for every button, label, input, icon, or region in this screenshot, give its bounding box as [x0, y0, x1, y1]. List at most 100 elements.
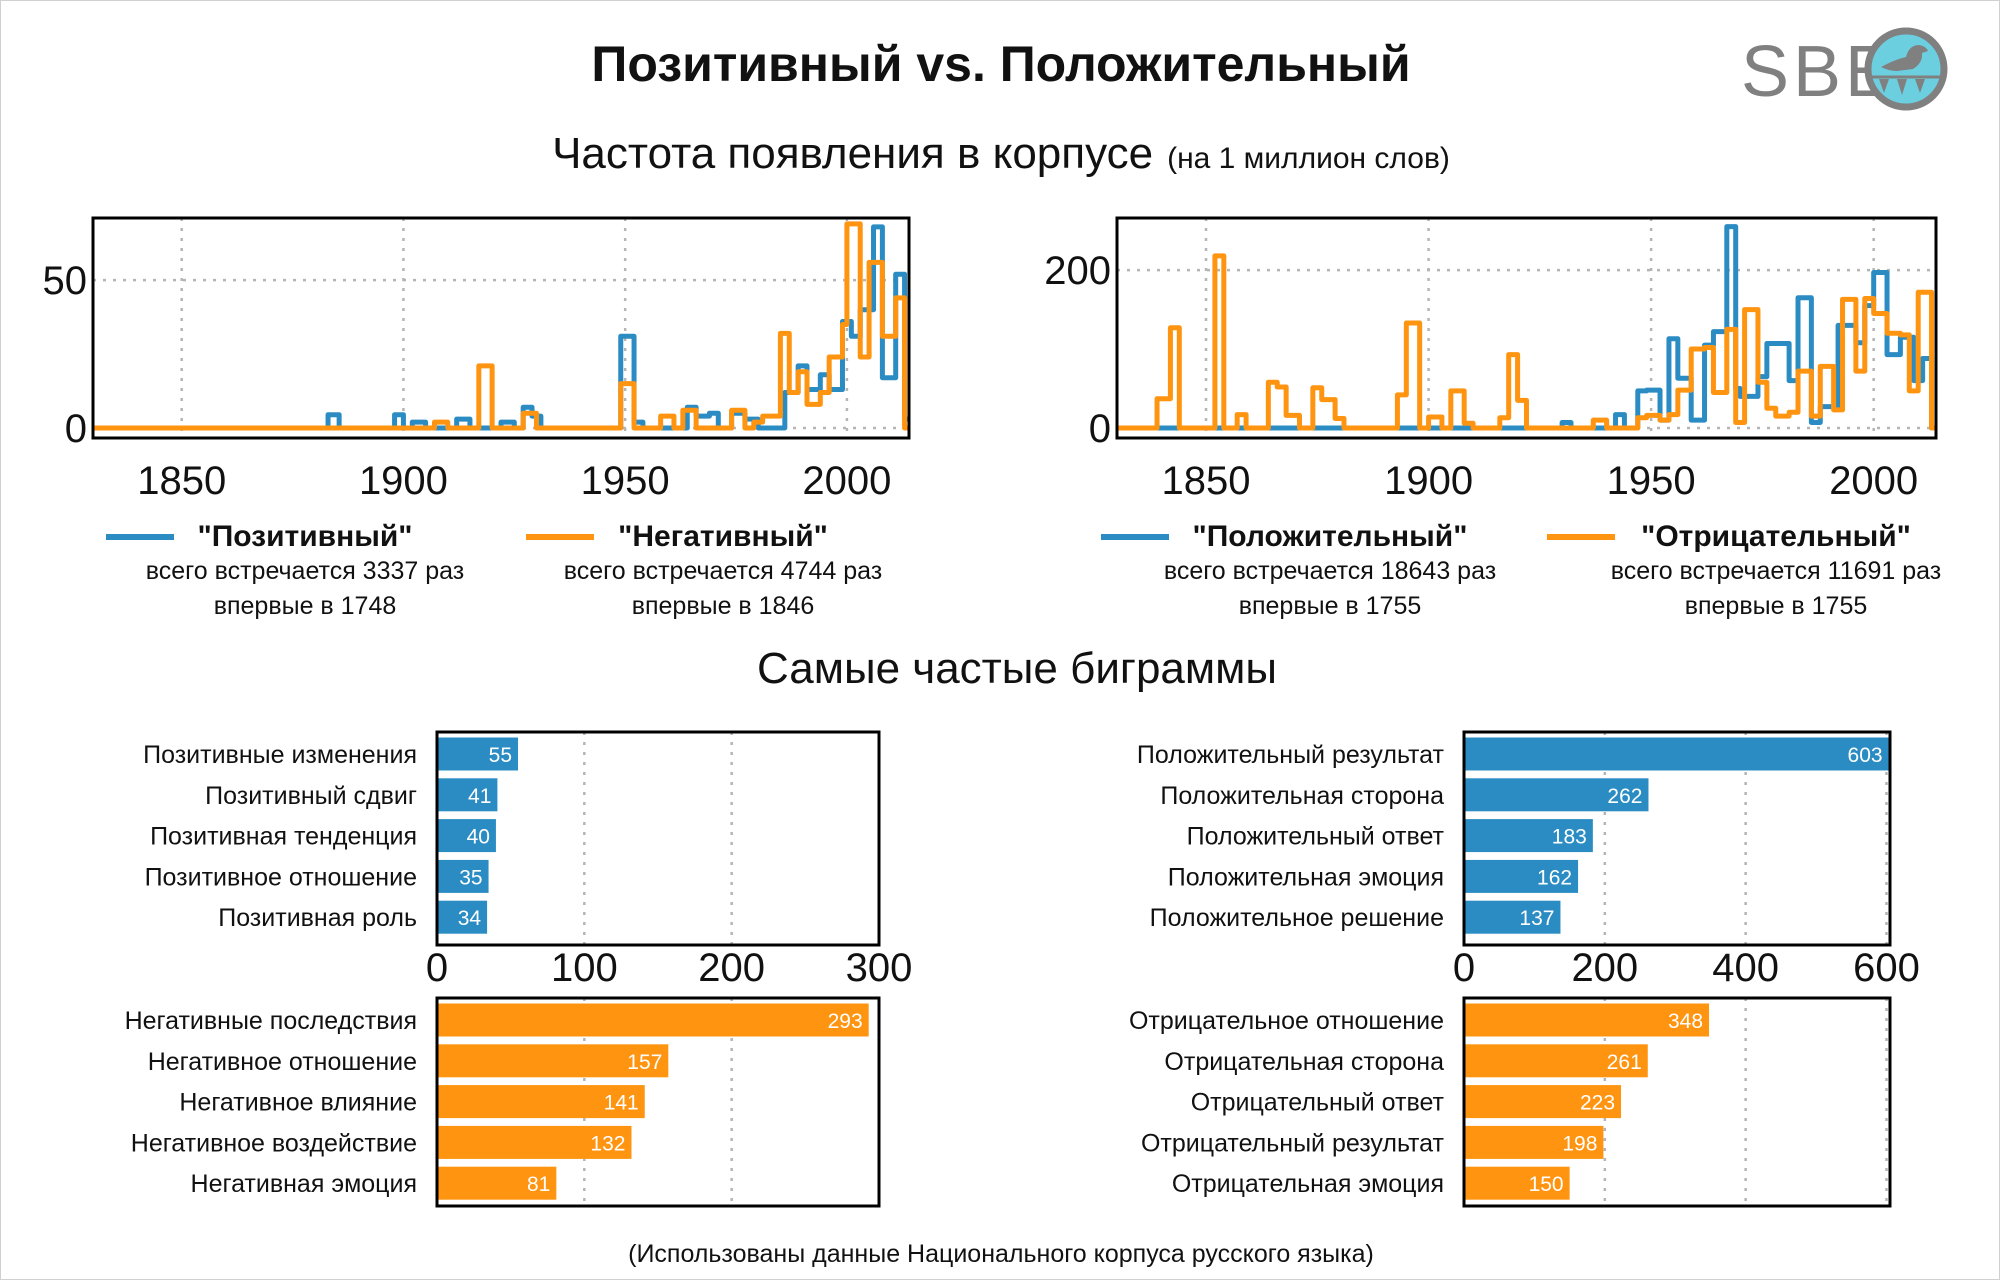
bar-value-label: 183	[1552, 826, 1587, 849]
sbe-logo: SBE	[1741, 27, 1948, 112]
bar-chart-positive-bigrams: 0 100 200 300 55 Позитивные изменения 41 Позити…	[143, 730, 913, 990]
x-tick-label: 1950	[1607, 459, 1696, 503]
bar-category-label: Отрицательная сторона	[1164, 1048, 1444, 1076]
x-tick-label: 200	[698, 946, 765, 990]
bar-chart-negative-bigrams: 293 Негативные последствия 157 Негативное о…	[125, 996, 881, 1208]
plot-frame	[1115, 216, 1938, 440]
frequency-section-title: Частота появления в корпусе (на 1 миллион…	[552, 129, 1450, 178]
bar-chart-polozhitelny-bigrams: 0 200 400 600 603 Положительный результат 262 П…	[1137, 730, 1920, 990]
bar-category-label: Положительный результат	[1137, 741, 1445, 769]
bar-chart-otritsatelny-bigrams: 348 Отрицательное отношение 261 Отрицательн…	[1129, 996, 1892, 1208]
legend-first-year: впервые в 1748	[214, 592, 397, 620]
bar	[1464, 1085, 1622, 1119]
plot-frame	[1462, 996, 1892, 1208]
x-tick-label: 1900	[1384, 459, 1473, 503]
bar-value-label: 157	[627, 1051, 662, 1074]
x-tick-label: 2000	[1829, 459, 1918, 503]
bar-value-label: 162	[1537, 866, 1572, 889]
bar	[437, 1125, 632, 1159]
x-tick-label: 1850	[137, 459, 226, 503]
bar-category-label: Положительный ответ	[1187, 823, 1445, 851]
legend-first-year: впервые в 1846	[632, 592, 815, 620]
bar-category-label: Негативное воздействие	[131, 1129, 417, 1157]
bar-category-label: Негативное отношение	[148, 1048, 417, 1076]
bar-category-label: Отрицательная эмоция	[1172, 1170, 1444, 1198]
x-tick-label: 0	[1453, 946, 1475, 990]
bar-category-label: Положительная сторона	[1160, 782, 1444, 810]
bar	[437, 1085, 645, 1119]
bar-category-label: Позитивная роль	[218, 904, 417, 932]
bar-category-label: Отрицательный результат	[1141, 1129, 1445, 1157]
series-line-orange	[93, 221, 909, 431]
bar-category-label: Положительная эмоция	[1168, 863, 1444, 891]
x-tick-label: 1950	[581, 459, 670, 503]
legend-series-name: "Отрицательный"	[1641, 520, 1911, 553]
bar-value-label: 223	[1580, 1092, 1615, 1115]
bar-value-label: 198	[1562, 1132, 1597, 1155]
bar-value-label: 81	[527, 1173, 550, 1196]
legend-total-count: всего встречается 3337 раз	[146, 557, 464, 585]
x-tick-label: 1900	[359, 459, 448, 503]
bar	[437, 737, 519, 771]
x-tick-label: 100	[551, 946, 618, 990]
bar	[1464, 819, 1593, 853]
legend-first-year: впервые в 1755	[1239, 592, 1422, 620]
bar	[437, 1003, 869, 1037]
legend-series-name: "Положительный"	[1193, 520, 1468, 553]
bar-value-label: 41	[468, 785, 491, 808]
bar-value-label: 603	[1848, 744, 1883, 767]
bar	[1464, 900, 1561, 934]
legend-first-year: впервые в 1755	[1685, 592, 1868, 620]
x-tick-label: 2000	[802, 459, 891, 503]
bar-category-label: Позитивные изменения	[143, 741, 417, 769]
bar	[1464, 859, 1579, 893]
x-tick-label: 600	[1853, 946, 1920, 990]
plot-frame	[91, 216, 911, 440]
bar-value-label: 34	[458, 907, 482, 930]
bar-category-label: Позитивный сдвиг	[205, 782, 417, 810]
line-chart-polozhitelny-otritsatelny: 1850 1900 1950 2000 0 200 "Положительный" всего…	[1044, 216, 1941, 620]
legend-item: "Позитивный" всего встречается 3337 раз вп…	[106, 520, 464, 620]
bar	[437, 778, 498, 812]
legend-item: "Положительный" всего встречается 18643 р…	[1101, 520, 1496, 620]
bar	[1464, 778, 1649, 812]
bar-value-label: 35	[459, 866, 482, 889]
bar	[1464, 1125, 1604, 1159]
bar-category-label: Позитивное отношение	[145, 863, 417, 891]
legend-item: "Негативный" всего встречается 4744 раз вп…	[526, 520, 882, 620]
bar-value-label: 348	[1668, 1010, 1703, 1033]
bar-category-label: Отрицательное отношение	[1129, 1007, 1444, 1035]
x-tick-label: 400	[1712, 946, 1779, 990]
line-chart-positive-negative: 1850 1900 1950 2000 0 50 "Позитивный" всего вст…	[43, 216, 911, 620]
legend-total-count: всего встречается 11691 раз	[1611, 557, 1942, 585]
bar-value-label: 141	[604, 1092, 639, 1115]
bar-category-label: Негативные последствия	[125, 1007, 417, 1035]
series-line-blue	[1117, 224, 1936, 431]
plot-frame	[1462, 730, 1892, 947]
bar-value-label: 150	[1529, 1173, 1564, 1196]
x-tick-label: 300	[846, 946, 913, 990]
bar	[1464, 1166, 1570, 1200]
plot-frame	[435, 996, 881, 1208]
bar	[1464, 1003, 1710, 1037]
bar	[437, 1044, 669, 1078]
legend-item: "Отрицательный" всего встречается 11691 р…	[1547, 520, 1941, 620]
source-footnote: (Использованы данные Национального корпу…	[628, 1240, 1374, 1268]
bar-value-label: 262	[1607, 785, 1642, 808]
bar	[437, 1166, 557, 1200]
x-tick-label: 200	[1571, 946, 1638, 990]
bar	[437, 900, 488, 934]
legend-total-count: всего встречается 4744 раз	[564, 557, 882, 585]
bar-value-label: 132	[590, 1132, 625, 1155]
y-tick-label: 0	[65, 407, 87, 451]
page-title: Позитивный vs. Положительный	[591, 36, 1410, 92]
series-line-blue	[93, 224, 909, 431]
legend-series-name: "Негативный"	[618, 520, 828, 553]
y-tick-label: 200	[1044, 249, 1111, 293]
y-tick-label: 0	[1089, 407, 1111, 451]
bar-value-label: 40	[467, 826, 490, 849]
bar-value-label: 137	[1519, 907, 1554, 930]
y-tick-label: 50	[43, 259, 88, 303]
